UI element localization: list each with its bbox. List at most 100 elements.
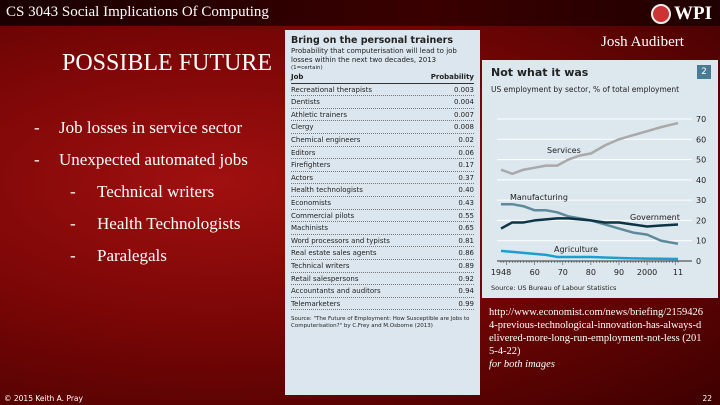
table-row: Commercial pilots 0.55 [291, 210, 474, 223]
job-probability: 0.40 [458, 186, 474, 195]
job-probability: 0.81 [458, 236, 474, 245]
job-name: Economists [291, 198, 332, 207]
chart-subtitle: US employment by sector, % of total empl… [491, 85, 680, 94]
job-probability: 0.99 [458, 299, 474, 308]
series-line-government [500, 217, 679, 230]
page-number: 22 [702, 394, 712, 403]
series-label: Services [547, 146, 581, 155]
probability-table: Bring on the personal trainers Probabili… [285, 30, 480, 395]
y-tick-label: 10 [696, 237, 706, 246]
col-job: Job [291, 73, 304, 81]
y-tick-label: 0 [696, 257, 701, 266]
table-row: Health technologists 0.40 [291, 184, 474, 197]
bullet-text: Paralegals [97, 246, 167, 265]
source-credit: http://www.economist.com/news/briefing/2… [489, 306, 704, 371]
header-bar: CS 3043 Social Implications Of Computing… [0, 0, 720, 26]
table-row: Retail salespersons 0.92 [291, 273, 474, 286]
table-note: (1=certain) [291, 65, 323, 71]
wpi-logo: WPI [651, 3, 712, 25]
x-tick-label: 80 [586, 268, 596, 277]
x-tick-label: 11 [673, 268, 683, 277]
bullet-dash: - [70, 214, 76, 233]
job-name: Real estate sales agents [291, 249, 377, 258]
job-name: Commercial pilots [291, 211, 355, 220]
job-probability: 0.003 [453, 85, 474, 94]
chart-title: Not what it was [491, 66, 589, 79]
series-label: Government [630, 213, 680, 222]
series-line-services [500, 121, 679, 176]
job-probability: 0.94 [458, 287, 474, 296]
job-probability: 0.89 [458, 261, 474, 270]
table-row: Word processors and typists 0.81 [291, 235, 474, 248]
job-name: Machinists [291, 224, 328, 233]
chart-badge: 2 [697, 65, 711, 79]
job-name: Editors [291, 148, 316, 157]
job-probability: 0.37 [458, 173, 474, 182]
bullet-text: Health Technologists [97, 214, 241, 233]
y-tick-label: 20 [696, 216, 706, 225]
bullet-text: Technical writers [97, 182, 215, 201]
table-row: Economists 0.43 [291, 197, 474, 210]
course-title: CS 3043 Social Implications Of Computing [6, 4, 269, 20]
job-probability: 0.004 [453, 98, 474, 107]
table-title: Bring on the personal trainers [291, 35, 453, 46]
chart-source: Source: US Bureau of Labour Statistics [491, 284, 617, 292]
y-tick-label: 30 [696, 196, 706, 205]
job-probability: 0.55 [458, 211, 474, 220]
bullet-text: Job losses in service sector [59, 118, 243, 137]
series-label: Agriculture [554, 245, 598, 254]
x-tick-label: 2000 [637, 268, 657, 277]
table-subtitle: Probability that computerisation will le… [291, 47, 457, 64]
job-name: Actors [291, 173, 314, 182]
y-tick-label: 50 [696, 156, 706, 165]
table-source: Source: "The Future of Employment: How S… [291, 316, 470, 330]
job-probability: 0.65 [458, 224, 474, 233]
job-name: Retail salespersons [291, 274, 359, 283]
bullet-text: Unexpected automated jobs [59, 150, 248, 169]
job-name: Dentists [291, 98, 320, 107]
table-row: Chemical engineers 0.02 [291, 134, 474, 147]
bullet-dash: - [70, 246, 76, 265]
series-label: Manufacturing [510, 193, 568, 202]
table-row: Firefighters 0.17 [291, 159, 474, 172]
bullet-dash: - [70, 182, 76, 201]
job-probability: 0.007 [453, 110, 474, 119]
job-name: Athletic trainers [291, 110, 347, 119]
bullet-dash: - [34, 118, 40, 137]
x-tick-label: 70 [558, 268, 568, 277]
table-row: Real estate sales agents 0.86 [291, 247, 474, 260]
table-row: Dentists 0.004 [291, 96, 474, 109]
y-tick-label: 70 [696, 115, 706, 124]
table-row: Actors 0.37 [291, 172, 474, 185]
job-name: Chemical engineers [291, 135, 361, 144]
table-row: Clergy 0.008 [291, 121, 474, 134]
job-name: Health technologists [291, 186, 363, 195]
col-probability: Probability [430, 73, 474, 81]
x-tick-label: 1948 [491, 268, 511, 277]
seal-icon [651, 4, 671, 24]
job-name: Recreational therapists [291, 85, 372, 94]
y-tick-label: 40 [696, 176, 706, 185]
slide-title: POSSIBLE FUTURE [62, 50, 273, 76]
job-name: Accountants and auditors [291, 287, 381, 296]
table-row: Editors 0.06 [291, 147, 474, 160]
table-row: Athletic trainers 0.007 [291, 109, 474, 122]
job-name: Word processors and typists [291, 236, 390, 245]
source-link[interactable]: http://www.economist.com/news/briefing/2… [489, 307, 703, 357]
job-probability: 0.86 [458, 249, 474, 258]
table-row: Technical writers 0.89 [291, 260, 474, 273]
y-tick-label: 60 [696, 135, 706, 144]
chart-plot: 0 10 20 30 40 50 60 70 1948 60 70 80 90 2000 11 Service… [491, 115, 706, 277]
x-tick-label: 90 [614, 268, 624, 277]
bullet-dash: - [34, 150, 40, 169]
job-probability: 0.06 [458, 148, 474, 157]
job-probability: 0.43 [458, 198, 474, 207]
table-row: Recreational therapists 0.003 [291, 84, 474, 97]
job-probability: 0.92 [458, 274, 474, 283]
table-row: Telemarketers 0.99 [291, 298, 474, 311]
x-tick-label: 60 [530, 268, 540, 277]
copyright: © 2015 Keith A. Pray [4, 394, 83, 403]
job-name: Technical writers [291, 261, 350, 270]
source-note: for both images [489, 359, 555, 370]
